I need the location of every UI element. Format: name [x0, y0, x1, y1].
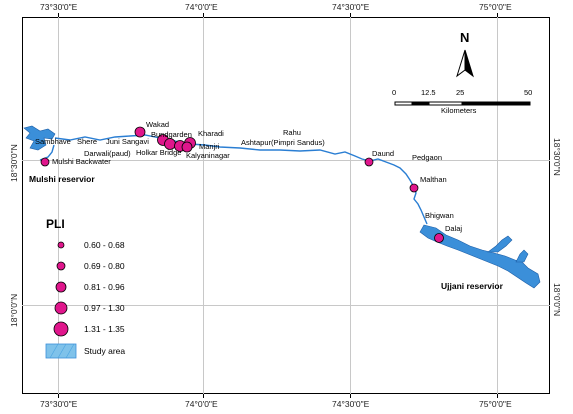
site-label: Rahu [283, 128, 301, 137]
gridline-lat-18-00 [22, 305, 550, 306]
legend-class-label: 0.81 - 0.96 [84, 282, 125, 292]
site-label: Juni Sangavi [106, 137, 149, 146]
point-wakad [134, 126, 146, 138]
lon-label-bottom: 74°0'0"E [185, 399, 218, 409]
pli-points [40, 126, 444, 243]
ujjani-arm [515, 249, 529, 263]
site-label: Ashtapur(Pimpri Sandus) [241, 138, 325, 147]
legend-symbol-class-3 [55, 281, 67, 293]
legend-class-label: 0.60 - 0.68 [84, 240, 125, 250]
study-area-water [23, 125, 541, 289]
gridline-lon-74-30 [350, 17, 351, 394]
gridline-lat-18-30 [22, 160, 550, 161]
gridline-lon-75-00 [497, 17, 498, 394]
tick-bottom-4 [497, 394, 498, 398]
north-arrow-icon [456, 49, 474, 78]
lon-label-top: 74°30'0"E [332, 2, 370, 12]
point-dalaj [434, 233, 444, 243]
scale-tick-label: 12.5 [421, 88, 436, 97]
point-daund [364, 157, 374, 167]
site-label: Bundgarden [151, 130, 192, 139]
site-label: Holkar Bridge [136, 148, 182, 157]
site-label: Kalyaninagar [186, 151, 230, 160]
lon-label-bottom: 75°0'0"E [479, 399, 512, 409]
site-label: Pedgaon [412, 153, 443, 162]
north-label: N [460, 30, 470, 45]
tick-top-4 [497, 13, 498, 17]
point-mulshi-backwater [40, 157, 50, 167]
legend-class-label: 0.69 - 0.80 [84, 261, 125, 271]
legend-symbols [53, 241, 69, 337]
legend-class-label: 1.31 - 1.35 [84, 324, 125, 334]
legend-class-label: 0.97 - 1.30 [84, 303, 125, 313]
tick-bottom-3 [350, 394, 351, 398]
scale-unit-label: Kilometers [441, 106, 477, 115]
site-label: Darwali(paud) [84, 149, 131, 158]
point-manjri [181, 141, 193, 153]
legend-symbol-class-2 [56, 261, 66, 271]
scale-tick-label: 25 [456, 88, 465, 97]
site-label: Manjri [199, 142, 220, 151]
point-malthan [409, 183, 419, 193]
scale-tick-label: 50 [524, 88, 533, 97]
swatch-hatch [49, 343, 75, 359]
legend-symbol-class-4 [54, 301, 68, 315]
tick-bottom-1 [58, 394, 59, 398]
tick-top-1 [58, 13, 59, 17]
lon-label-top: 75°0'0"E [479, 2, 512, 12]
mulshi-reservoir [23, 125, 56, 151]
lon-label-bottom: 73°30'0"E [40, 399, 78, 409]
site-label: Dalaj [445, 224, 463, 233]
reservoir-label-ujjani: Ujjani reservior [441, 281, 503, 291]
map-frame [22, 17, 550, 394]
tick-bottom-2 [203, 394, 204, 398]
legend-title: PLI [46, 217, 65, 231]
lon-label-top: 73°30'0"E [40, 2, 78, 12]
scale-tick-label: 0 [392, 88, 397, 97]
site-label: Wakad [146, 120, 170, 129]
study-area-swatch [45, 343, 77, 359]
legend-study-area-label: Study area [84, 346, 126, 356]
scale-bar [394, 101, 531, 106]
lon-label-top: 74°0'0"E [185, 2, 218, 12]
legend-symbol-class-1 [57, 241, 65, 249]
site-label: Bhigwan [425, 211, 454, 220]
lon-label-bottom: 74°30'0"E [332, 399, 370, 409]
tick-top-3 [350, 13, 351, 17]
ujjani-arm [487, 235, 513, 253]
reservoir-label-mulshi: Mulshi reservior [29, 174, 95, 184]
gridline-lon-73-30 [58, 17, 59, 394]
ujjani-reservoir [419, 224, 541, 289]
site-label: Daund [372, 149, 395, 158]
gridline-lon-74-00 [203, 17, 204, 394]
legend-symbol-class-5 [53, 321, 69, 337]
site-label: Mulshi Backwater [52, 157, 111, 166]
site-label: Malthan [420, 175, 447, 184]
tick-top-2 [203, 13, 204, 17]
site-label: Shere [77, 137, 98, 146]
site-label: Kharadi [198, 129, 224, 138]
site-label: Sambhave [35, 137, 71, 146]
